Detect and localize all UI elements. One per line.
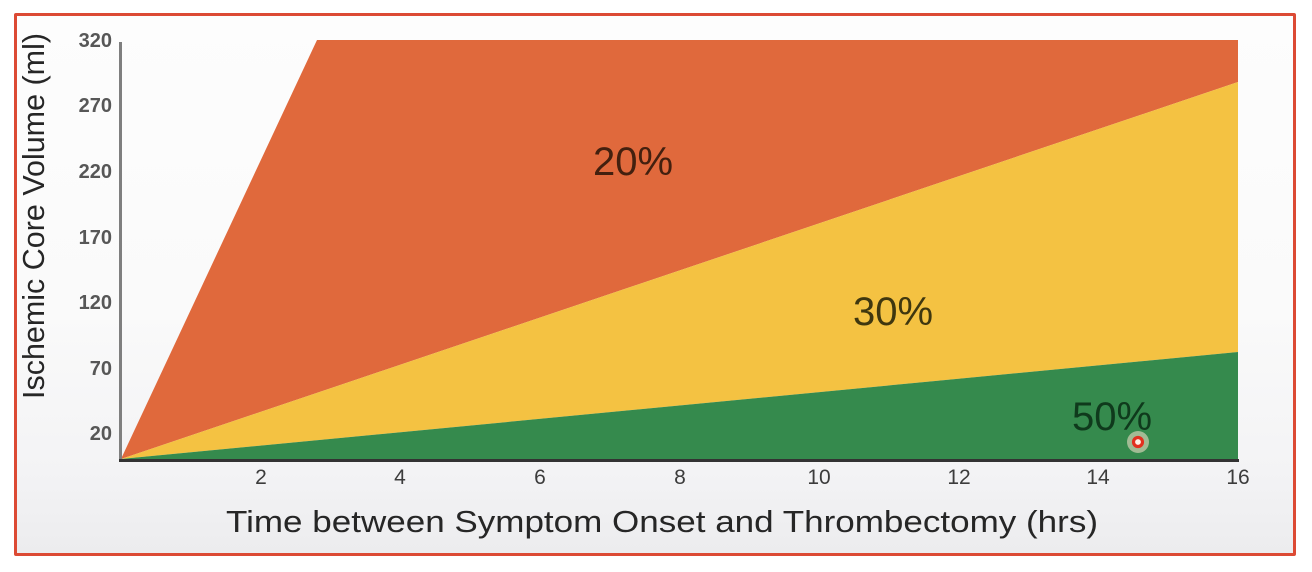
y-tick-120: 120 [79,292,112,314]
x-tick-4: 4 [394,466,406,489]
x-axis-title: Time between Symptom Onset and Thrombect… [226,504,1098,539]
region-30-percent-label: 30% [853,290,933,334]
y-tick-320: 320 [79,30,112,52]
y-tick-20: 20 [90,423,112,445]
region-50-percent-area [121,352,1238,459]
x-tick-10: 10 [807,466,830,489]
red-click-indicator [1127,431,1149,453]
y-tick-270: 270 [79,95,112,117]
click-indicator-ring [1131,435,1145,449]
y-tick-170: 170 [79,227,112,249]
y-axis-title: Ischemic Core Volume (ml) [16,33,51,399]
region-30-percent-area [121,82,1238,459]
region-20-percent-area [121,40,1238,459]
x-tick-2: 2 [255,466,267,489]
y-tick-70: 70 [90,358,112,380]
x-tick-12: 12 [947,466,970,489]
region-20-percent-label: 20% [593,140,673,184]
y-tick-220: 220 [79,161,112,183]
x-tick-8: 8 [674,466,686,489]
x-tick-16: 16 [1226,466,1249,489]
x-tick-6: 6 [534,466,546,489]
x-tick-14: 14 [1086,466,1110,489]
